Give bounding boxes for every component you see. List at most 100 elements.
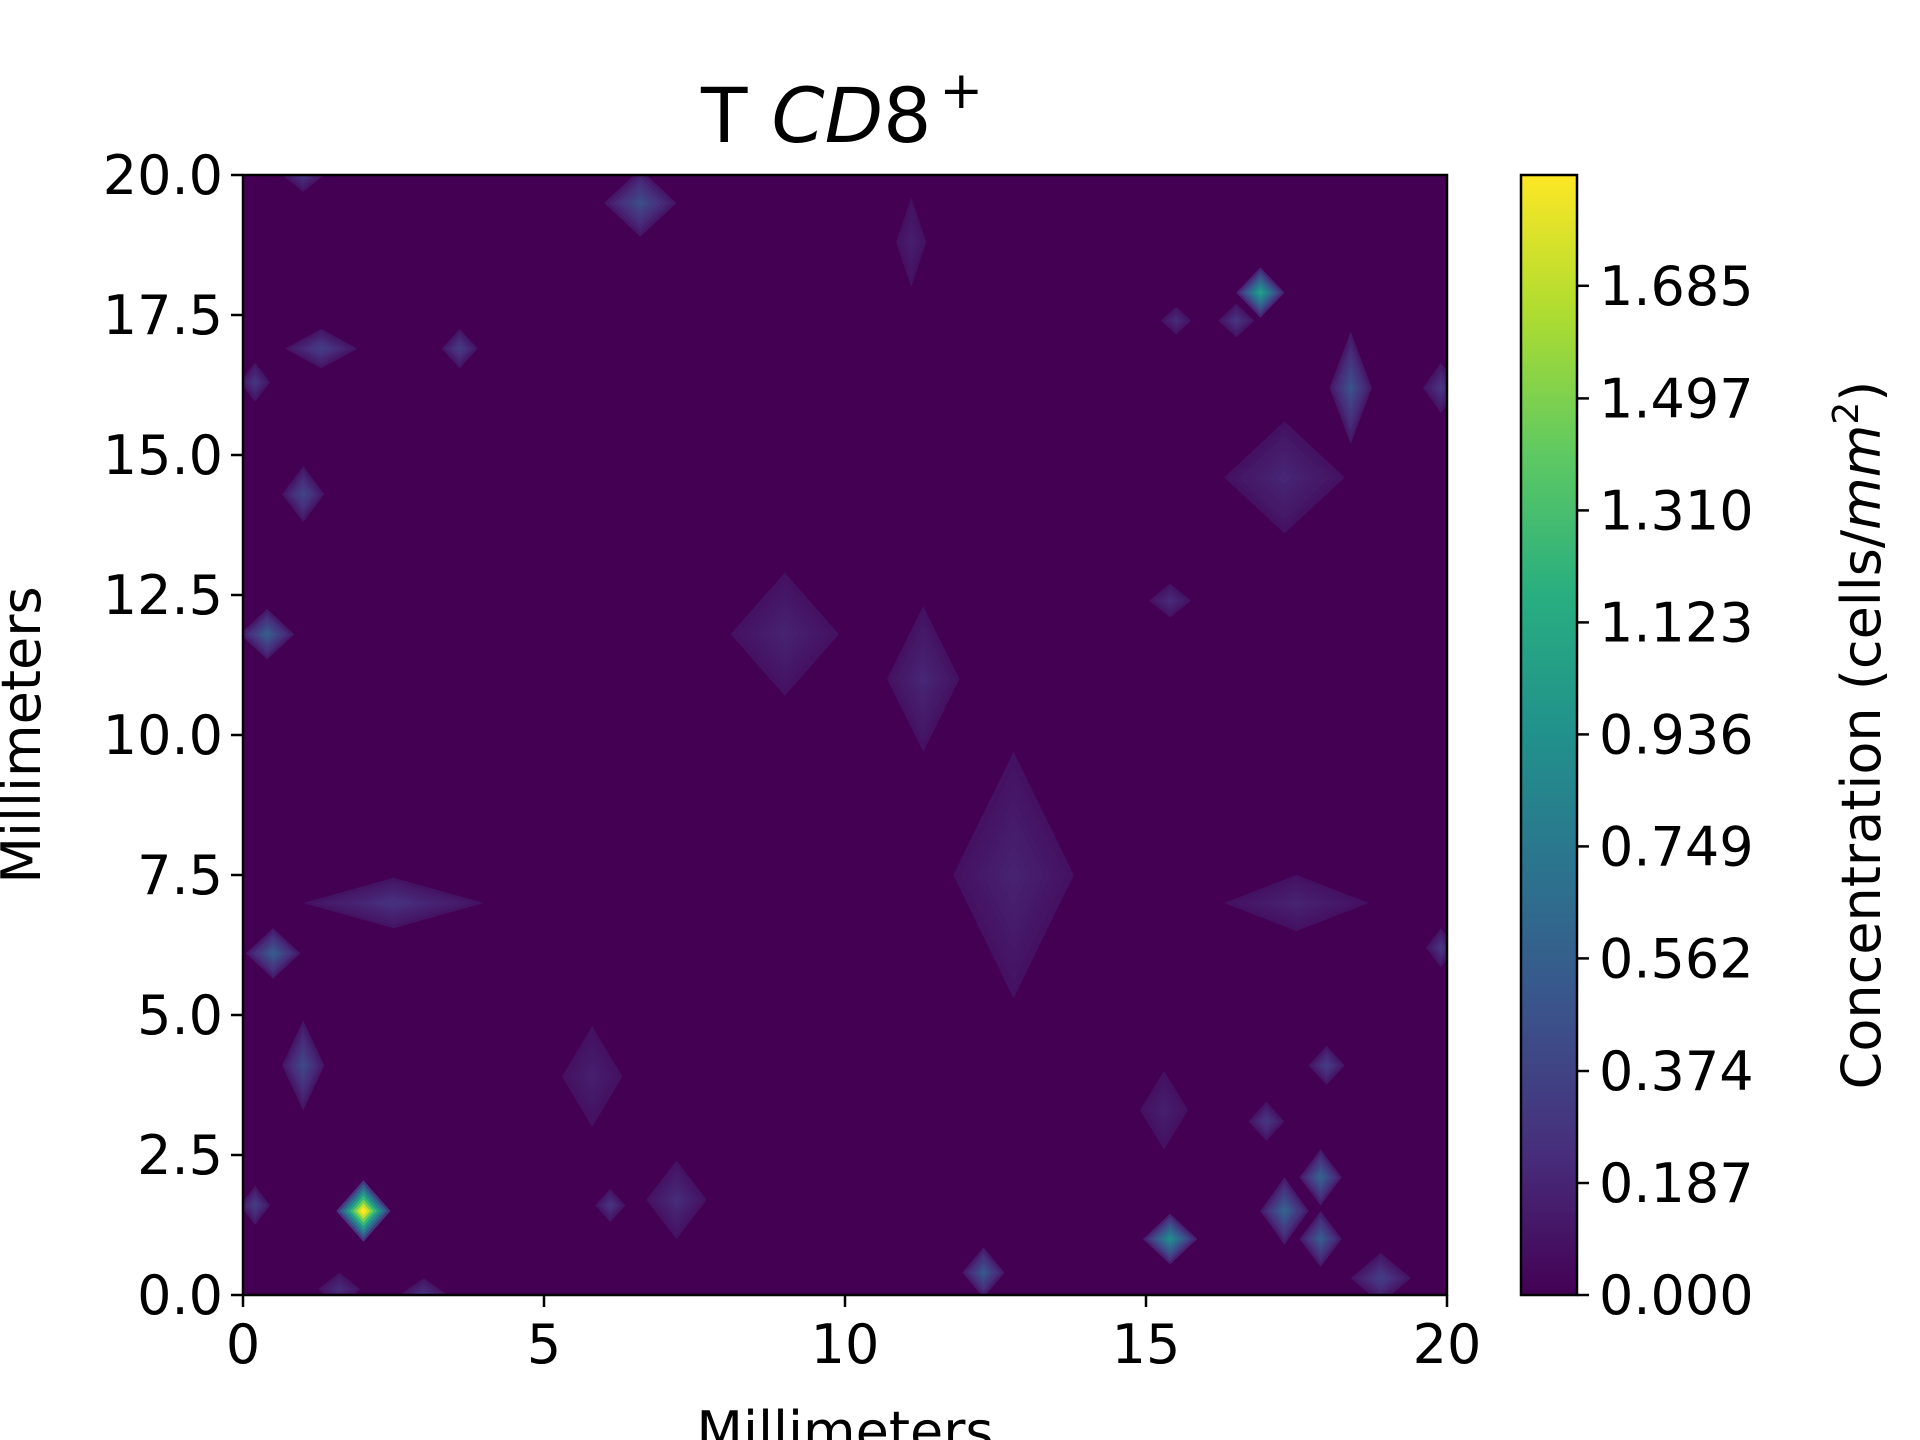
hotspot: [1299, 1149, 1342, 1206]
hotspot-contour-level: [672, 1194, 681, 1205]
hotspot-contour-level: [1257, 289, 1264, 296]
hotspot: [318, 1272, 361, 1295]
colorbar-label-exp: 2: [1826, 402, 1867, 425]
colorbar-tick-label: 0.374: [1599, 1040, 1754, 1103]
hotspot: [1299, 1211, 1342, 1267]
hotspot-contour-level: [1324, 1062, 1329, 1068]
hotspot-contour-level: [1234, 318, 1239, 323]
hotspot: [399, 1278, 448, 1295]
hotspot: [1425, 928, 1447, 968]
y-tick-label: 0.0: [137, 1264, 223, 1327]
chart-title: T CD8 +: [700, 61, 983, 160]
colorbar: 0.000 0.187 0.374 0.562 0.749 0.936 1.123 1.310…: [1519, 173, 1893, 1327]
hotspot: [1248, 1101, 1285, 1141]
hotspot: [243, 1185, 271, 1225]
colorbar-tick-label: 0.187: [1599, 1152, 1754, 1215]
hotspot-contour-level: [1276, 470, 1292, 485]
hotspot-contour-level: [778, 626, 792, 642]
hotspot-contour-level: [980, 1269, 987, 1276]
hotspot: [730, 572, 839, 696]
chart-title-superscript: +: [939, 61, 983, 121]
hotspot-contour-level: [1281, 1206, 1288, 1216]
hotspot: [1224, 421, 1345, 534]
hotspot: [1139, 1071, 1189, 1150]
hotspot: [953, 751, 1074, 999]
hotspot-contour-level: [269, 950, 277, 957]
hotspot: [1224, 875, 1369, 931]
hotspot-contour-level: [918, 669, 928, 689]
hotspot-contour-level: [1174, 318, 1178, 323]
colorbar-tick-label: 1.497: [1599, 367, 1754, 430]
hotspot-contour-level: [1264, 1118, 1269, 1124]
hotspot-contour-level: [1287, 899, 1306, 907]
y-tick-label: 15.0: [103, 424, 223, 487]
hotspot-contour-level: [360, 1207, 367, 1215]
hotspot-contour-level: [382, 899, 405, 907]
colorbar-tick-label: 0.562: [1599, 927, 1754, 990]
hotspot: [1161, 306, 1192, 335]
hotspot-contour-level: [253, 379, 257, 385]
hotspot: [1142, 1213, 1198, 1265]
x-tick-label: 20: [1413, 1313, 1482, 1376]
y-tick-label: 20.0: [103, 144, 223, 207]
y-axis: 0.0 2.5 5.0 7.5 10.0 12.5 15.0 17.5 20.0: [103, 144, 243, 1327]
hotspot-contour-level: [1161, 1105, 1168, 1116]
hotspot-contour-level: [457, 346, 462, 352]
hotspot-contour-level: [909, 236, 914, 248]
x-axis: 0 5 10 15 20: [226, 1295, 1482, 1376]
hotspot: [282, 466, 325, 523]
hotspot: [243, 609, 295, 660]
hotspot-contour-level: [336, 1287, 342, 1292]
colorbar-label-prefix: Concentration (cells/: [1830, 529, 1893, 1089]
hotspot: [1350, 1253, 1411, 1295]
hotspot: [1308, 1045, 1345, 1085]
hotspot-contour-level: [635, 198, 645, 208]
chart-title-prefix: T: [700, 71, 772, 160]
hotspot-contour-level: [1167, 598, 1173, 603]
colorbar-tick-label: 0.000: [1599, 1264, 1754, 1327]
hotspot: [604, 175, 677, 237]
hotspot-contour-level: [1377, 1275, 1385, 1282]
hotspot-contour-level: [263, 631, 271, 638]
hotspot-contour-level: [1006, 859, 1022, 891]
colorbar-label-suffix: ): [1830, 381, 1893, 402]
hotspot: [646, 1160, 707, 1239]
colorbar-tick-label: 1.310: [1599, 479, 1754, 542]
x-tick-label: 0: [226, 1313, 260, 1376]
colorbar-ticks: 0.000 0.187 0.374 0.562 0.749 0.936 1.123 1.310…: [1577, 255, 1754, 1327]
y-tick-label: 2.5: [137, 1124, 223, 1187]
hotspot: [1218, 303, 1255, 338]
y-tick-label: 5.0: [137, 984, 223, 1047]
hotspot-contour-level: [588, 1070, 596, 1083]
colorbar-tick-label: 0.749: [1599, 815, 1754, 878]
hotspot: [595, 1188, 626, 1223]
y-tick-label: 12.5: [103, 564, 223, 627]
y-axis-label: Millimeters: [0, 586, 53, 883]
hotspot: [336, 1180, 391, 1242]
hotspot: [285, 329, 358, 369]
x-axis-label: Millimeters: [696, 1400, 993, 1440]
hotspot: [303, 877, 484, 929]
x-tick-label: 10: [811, 1313, 880, 1376]
plot-background: [243, 175, 1447, 1295]
hotspot: [243, 362, 271, 402]
hotspot: [1329, 331, 1372, 444]
hotspot: [1260, 1177, 1309, 1245]
colorbar-gradient: [1521, 175, 1577, 1295]
hotspot: [282, 1020, 325, 1111]
hotspot-contour-level: [608, 1203, 613, 1208]
colorbar-tick-label: 1.123: [1599, 591, 1754, 654]
colorbar-tick-label: 0.936: [1599, 703, 1754, 766]
hotspot-contour-level: [1348, 380, 1354, 395]
hotspot-contour-level: [300, 490, 306, 498]
hotspot-contour-level: [316, 346, 326, 352]
hotspot: [887, 606, 960, 752]
y-tick-label: 7.5: [137, 844, 223, 907]
hotspot-contour-level: [1439, 945, 1443, 951]
x-tick-label: 15: [1112, 1313, 1181, 1376]
hotspot: [562, 1026, 623, 1127]
hotspot-contour-level: [300, 1059, 306, 1071]
hotspot: [1149, 583, 1192, 618]
chart-title-digit: 8: [883, 71, 931, 160]
